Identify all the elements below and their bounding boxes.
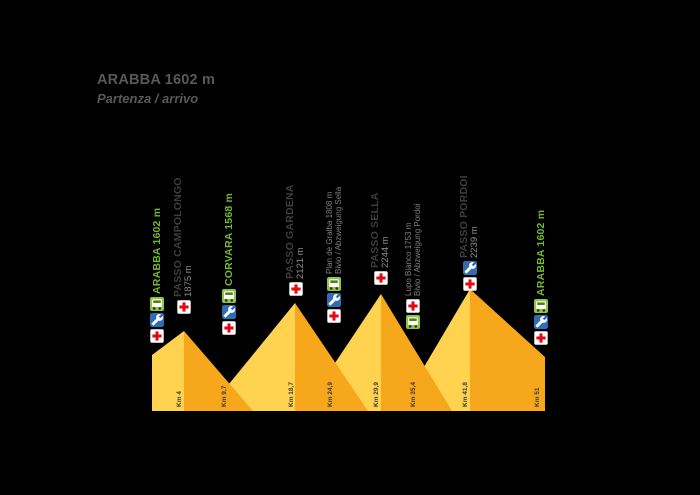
- first-aid-icon: [534, 331, 548, 345]
- km-marker-6: Km 41,8: [462, 382, 469, 407]
- page-subtitle: Partenza / arrivo: [97, 91, 199, 106]
- waypoint-elevation: 2121 m: [294, 247, 306, 279]
- service-icons-campolongo: [177, 300, 191, 314]
- km-marker-1: Km 9,7: [221, 385, 228, 407]
- wrench-icon: [463, 261, 477, 275]
- km-marker-2: Km 18,7: [288, 382, 295, 407]
- service-icons-pordoi: [463, 261, 477, 291]
- waypoint-label-campolongo: PASSO CAMPOLONGO 1875 m: [172, 177, 194, 297]
- bus-icon: [222, 289, 236, 303]
- waypoint-name: PASSO SELLA: [369, 192, 381, 268]
- waypoint-label-pordoi: PASSO PORDOI 2239 m: [458, 175, 480, 258]
- mountain-campolongo-dark-face: [184, 331, 253, 411]
- waypoint-label-plan-de-gralba: Plan de Gralba 1808 m Bivio / Abzweigung…: [325, 187, 343, 274]
- mountain-gardena-dark-face: [295, 303, 368, 411]
- first-aid-icon: [222, 321, 236, 335]
- waypoint-name: PASSO GARDENA: [284, 184, 296, 279]
- mountain-pordoi-dark-face: [470, 289, 545, 411]
- waypoint-label-arabba-start: ARABBA 1602 m: [151, 207, 163, 294]
- waypoint-name: ARABBA 1602 m: [535, 209, 547, 296]
- bus-icon: [150, 297, 164, 311]
- first-aid-icon: [463, 277, 477, 291]
- waypoint-label-gardena: PASSO GARDENA 2121 m: [284, 184, 306, 279]
- junction-line2: Bivio / Abzweigung Pordoi: [413, 203, 422, 297]
- waypoint-name: CORVARA 1568 m: [223, 192, 235, 286]
- service-icons-gardena: [289, 282, 303, 296]
- km-marker-0: Km 4: [176, 391, 183, 407]
- bus-icon: [327, 277, 341, 291]
- service-icons-sella: [374, 271, 388, 285]
- mountain-campolongo-light-face: [152, 331, 184, 411]
- mountain-sella-dark-face: [381, 294, 452, 411]
- waypoint-elevation: 1875 m: [182, 265, 194, 297]
- km-marker-5: Km 35,4: [410, 382, 417, 407]
- page-title: ARABBA 1602 m: [97, 72, 216, 88]
- first-aid-icon: [374, 271, 388, 285]
- service-icons-arabba-finish: [534, 299, 548, 345]
- first-aid-icon: [289, 282, 303, 296]
- service-icons-lupo-bianco: [406, 299, 420, 329]
- first-aid-icon: [177, 300, 191, 314]
- wrench-icon: [222, 305, 236, 319]
- bus-icon: [406, 315, 420, 329]
- wrench-icon: [534, 315, 548, 329]
- waypoint-elevation: 2244 m: [379, 236, 391, 268]
- wrench-icon: [327, 293, 341, 307]
- km-marker-3: Km 24,9: [327, 382, 334, 407]
- service-icons-corvara: [222, 289, 236, 335]
- waypoint-name: PASSO PORDOI: [458, 175, 470, 258]
- junction-line2: Bivio / Abzweigung Sella: [334, 186, 343, 274]
- title-block: ARABBA 1602 m Partenza / arrivo: [97, 72, 215, 106]
- junction-line1: Plan de Gralba 1808 m: [325, 191, 334, 274]
- waypoint-elevation: 2239 m: [468, 226, 480, 258]
- waypoint-label-lupo-bianco: Lupo Bianco 1753 m Bivio / Abzweigung Po…: [404, 204, 422, 297]
- waypoint-name: ARABBA 1602 m: [151, 207, 163, 294]
- service-icons-plan-de-gralba: [327, 277, 341, 323]
- km-marker-7: Km 51: [534, 387, 541, 407]
- first-aid-icon: [150, 329, 164, 343]
- bus-icon: [534, 299, 548, 313]
- waypoint-label-corvara: CORVARA 1568 m: [223, 192, 235, 286]
- waypoint-name: PASSO CAMPOLONGO: [172, 177, 184, 297]
- wrench-icon: [150, 313, 164, 327]
- service-icons-arabba-start: [150, 297, 164, 343]
- first-aid-icon: [327, 309, 341, 323]
- waypoint-label-arabba-finish: ARABBA 1602 m: [535, 209, 547, 296]
- junction-line1: Lupo Bianco 1753 m: [404, 222, 413, 296]
- waypoint-label-sella: PASSO SELLA 2244 m: [369, 192, 391, 268]
- first-aid-icon: [406, 299, 420, 313]
- km-marker-4: Km 29,9: [373, 382, 380, 407]
